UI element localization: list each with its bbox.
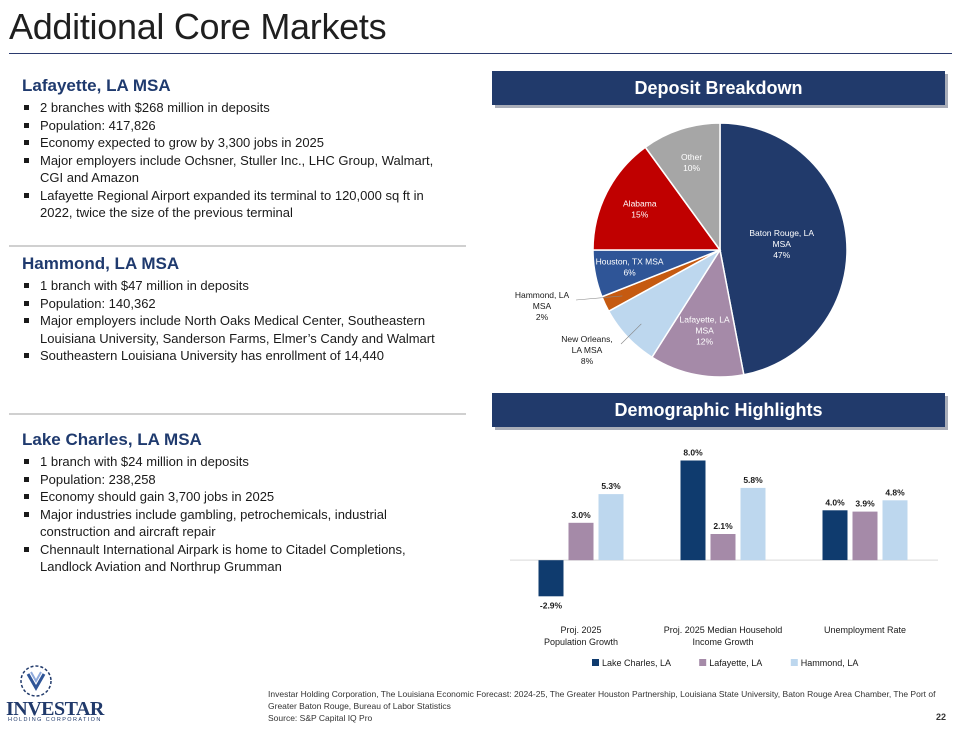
bullet-item: 1 branch with $47 million in deposits — [22, 277, 447, 295]
bar — [852, 511, 878, 561]
pie-slice-label: Baton Rouge, LA MSA 47% — [749, 228, 814, 260]
bar-value-label: 2.1% — [713, 521, 733, 531]
legend-swatch — [592, 659, 599, 666]
page-number: 22 — [935, 712, 946, 722]
bar — [882, 500, 908, 561]
bar-value-label: -2.9% — [540, 600, 563, 610]
logo-mark-icon — [20, 665, 52, 697]
bullet-list: 1 branch with $24 million in deposits Po… — [22, 453, 447, 576]
bullet-item: Economy expected to grow by 3,300 jobs i… — [22, 134, 447, 152]
section-divider — [9, 413, 466, 415]
pie-slice-label: Lafayette, LA MSA 12% — [680, 315, 730, 347]
section-heading: Lafayette, LA MSA — [22, 76, 171, 95]
bar — [680, 460, 706, 561]
deposit-pie-chart: Baton Rouge, LA MSA 47% Lafayette, LA MSA 12%… — [515, 122, 848, 378]
legend-swatch — [790, 659, 798, 666]
section-lake-charles: Lake Charles, LA MSA 1 branch with $24 m… — [22, 430, 447, 576]
bullet-item: Population: 417,826 — [22, 117, 447, 135]
logo-wordmark: INVESTAR — [6, 698, 104, 720]
section-heading: Hammond, LA MSA — [22, 254, 180, 273]
demographic-bar-chart: -2.9% 3.0% 5.3% Proj. 2025 Population Growth… — [510, 448, 938, 668]
category-label: Proj. 2025 Population Growth — [544, 625, 618, 647]
bar — [598, 494, 624, 561]
bullet-item: Population: 140,362 — [22, 295, 447, 313]
bullet-item: Chennault International Airpark is home … — [22, 541, 447, 576]
section-hammond: Hammond, LA MSA 1 branch with $47 millio… — [22, 254, 447, 365]
section-lafayette: Lafayette, LA MSA 2 branches with $268 m… — [22, 76, 447, 222]
page-title: Additional Core Markets — [9, 6, 387, 47]
footnote-sources: Investar Holding Corporation, The Louisi… — [268, 689, 936, 711]
bullet-item: Population: 238,258 — [22, 471, 447, 489]
pie-slice-label: Houston, TX MSA 6% — [596, 257, 664, 278]
pie-slice — [592, 146, 722, 251]
bar — [568, 522, 594, 561]
bar-value-label: 8.0% — [683, 448, 703, 458]
pie-leader-line — [575, 295, 623, 301]
pie-leader-line — [620, 323, 642, 345]
bar — [822, 510, 848, 561]
bullet-item: Major industries include gambling, petro… — [22, 506, 447, 541]
bullet-item: Major employers include Ochsner, Stuller… — [22, 152, 447, 187]
pie-slice-label: Hammond, LA MSA 2% — [515, 290, 570, 322]
investar-logo: INVESTAR HOLDING CORPORATION — [6, 664, 104, 724]
bar — [710, 534, 736, 561]
bullet-item: 2 branches with $268 million in deposits — [22, 99, 447, 117]
bar — [538, 560, 564, 597]
legend-swatch — [699, 659, 707, 666]
bullet-item: Lafayette Regional Airport expanded its … — [22, 187, 447, 222]
bar-value-label: 3.0% — [571, 510, 591, 520]
bar-value-label: 5.3% — [601, 481, 621, 491]
bullet-item: Economy should gain 3,700 jobs in 2025 — [22, 488, 447, 506]
pie-slice — [719, 122, 848, 376]
bullet-list: 2 branches with $268 million in deposits… — [22, 99, 447, 222]
bar-value-label: 4.8% — [885, 487, 905, 497]
bullet-item: Southeastern Louisiana University has en… — [22, 347, 447, 365]
pie-slice — [644, 122, 721, 253]
bullet-list: 1 branch with $47 million in deposits Po… — [22, 277, 447, 365]
section-heading: Lake Charles, LA MSA — [22, 430, 202, 449]
pie-slice-label: New Orleans, LA MSA 8% — [561, 334, 613, 366]
pie-slice-label: Alabama 15% — [623, 199, 657, 220]
bar-value-label: 3.9% — [855, 499, 875, 509]
bar-value-label: 5.8% — [743, 475, 763, 485]
legend-label: Lake Charles, LA — [602, 658, 671, 668]
category-label: Proj. 2025 Median Household Income Growth — [664, 625, 783, 647]
bar — [740, 487, 766, 561]
footnote: Investar Holding Corporation, The Louisi… — [268, 688, 948, 724]
bullet-item: Major employers include North Oaks Medic… — [22, 312, 447, 347]
demographic-highlights-banner: Demographic Highlights — [492, 393, 945, 427]
legend-label: Hammond, LA — [801, 658, 859, 668]
footnote-source-line: Source: S&P Capital IQ Pro — [268, 713, 373, 723]
legend-label: Lafayette, LA — [709, 658, 762, 668]
bar-value-label: 4.0% — [825, 497, 845, 507]
pie-slice-label: Other 10% — [681, 152, 702, 173]
deposit-breakdown-banner: Deposit Breakdown — [492, 71, 945, 105]
pie-slice — [650, 247, 745, 378]
category-label: Unemployment Rate — [824, 625, 906, 635]
logo-subtitle: HOLDING CORPORATION — [8, 717, 102, 723]
title-underline — [9, 53, 952, 54]
section-divider — [9, 245, 466, 247]
bullet-item: 1 branch with $24 million in deposits — [22, 453, 447, 471]
